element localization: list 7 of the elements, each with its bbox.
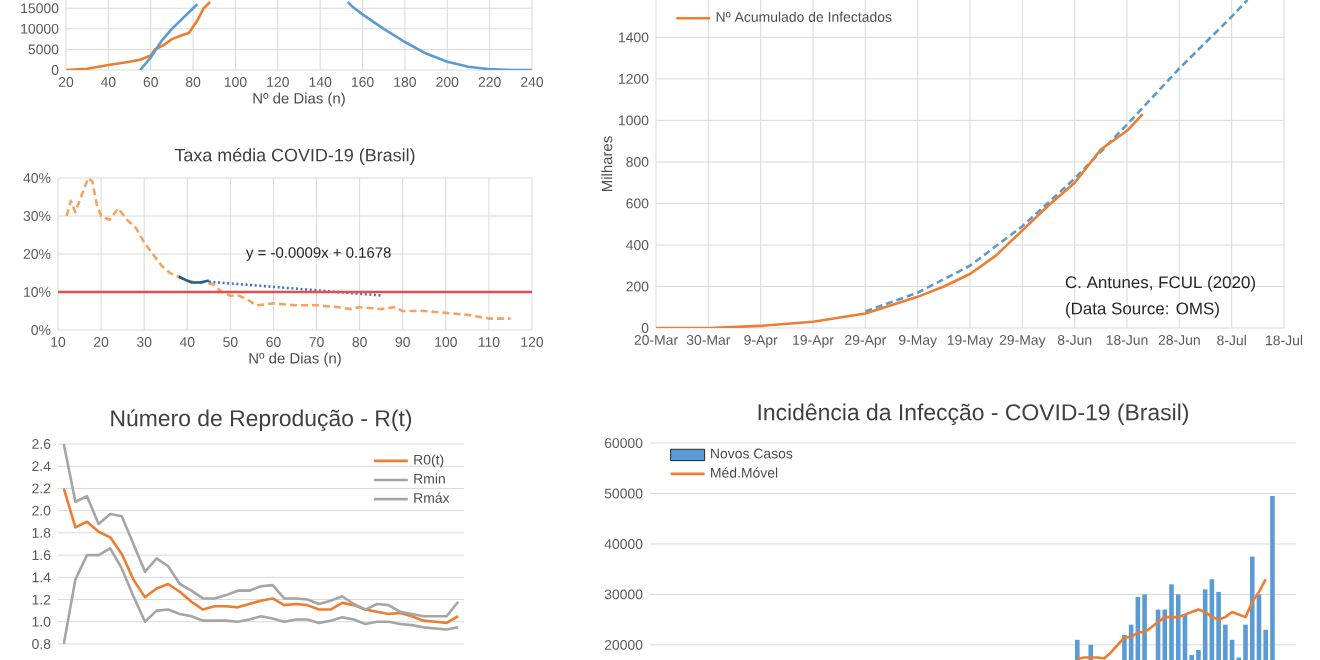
chart-title: Incidência da Infecção - COVID-19 (Brasil) [758,403,1189,425]
annotation: C. Antunes, FCUL (2020) [1065,275,1255,292]
line-series [65,177,512,320]
line-series [66,0,212,70]
annotation: (Data Source: OMS) [1066,302,1219,318]
chart-title: Número de Reprodução - R(t) [111,409,412,431]
chart-title: Taxa média COVID-19 (Brasil) [174,148,415,165]
